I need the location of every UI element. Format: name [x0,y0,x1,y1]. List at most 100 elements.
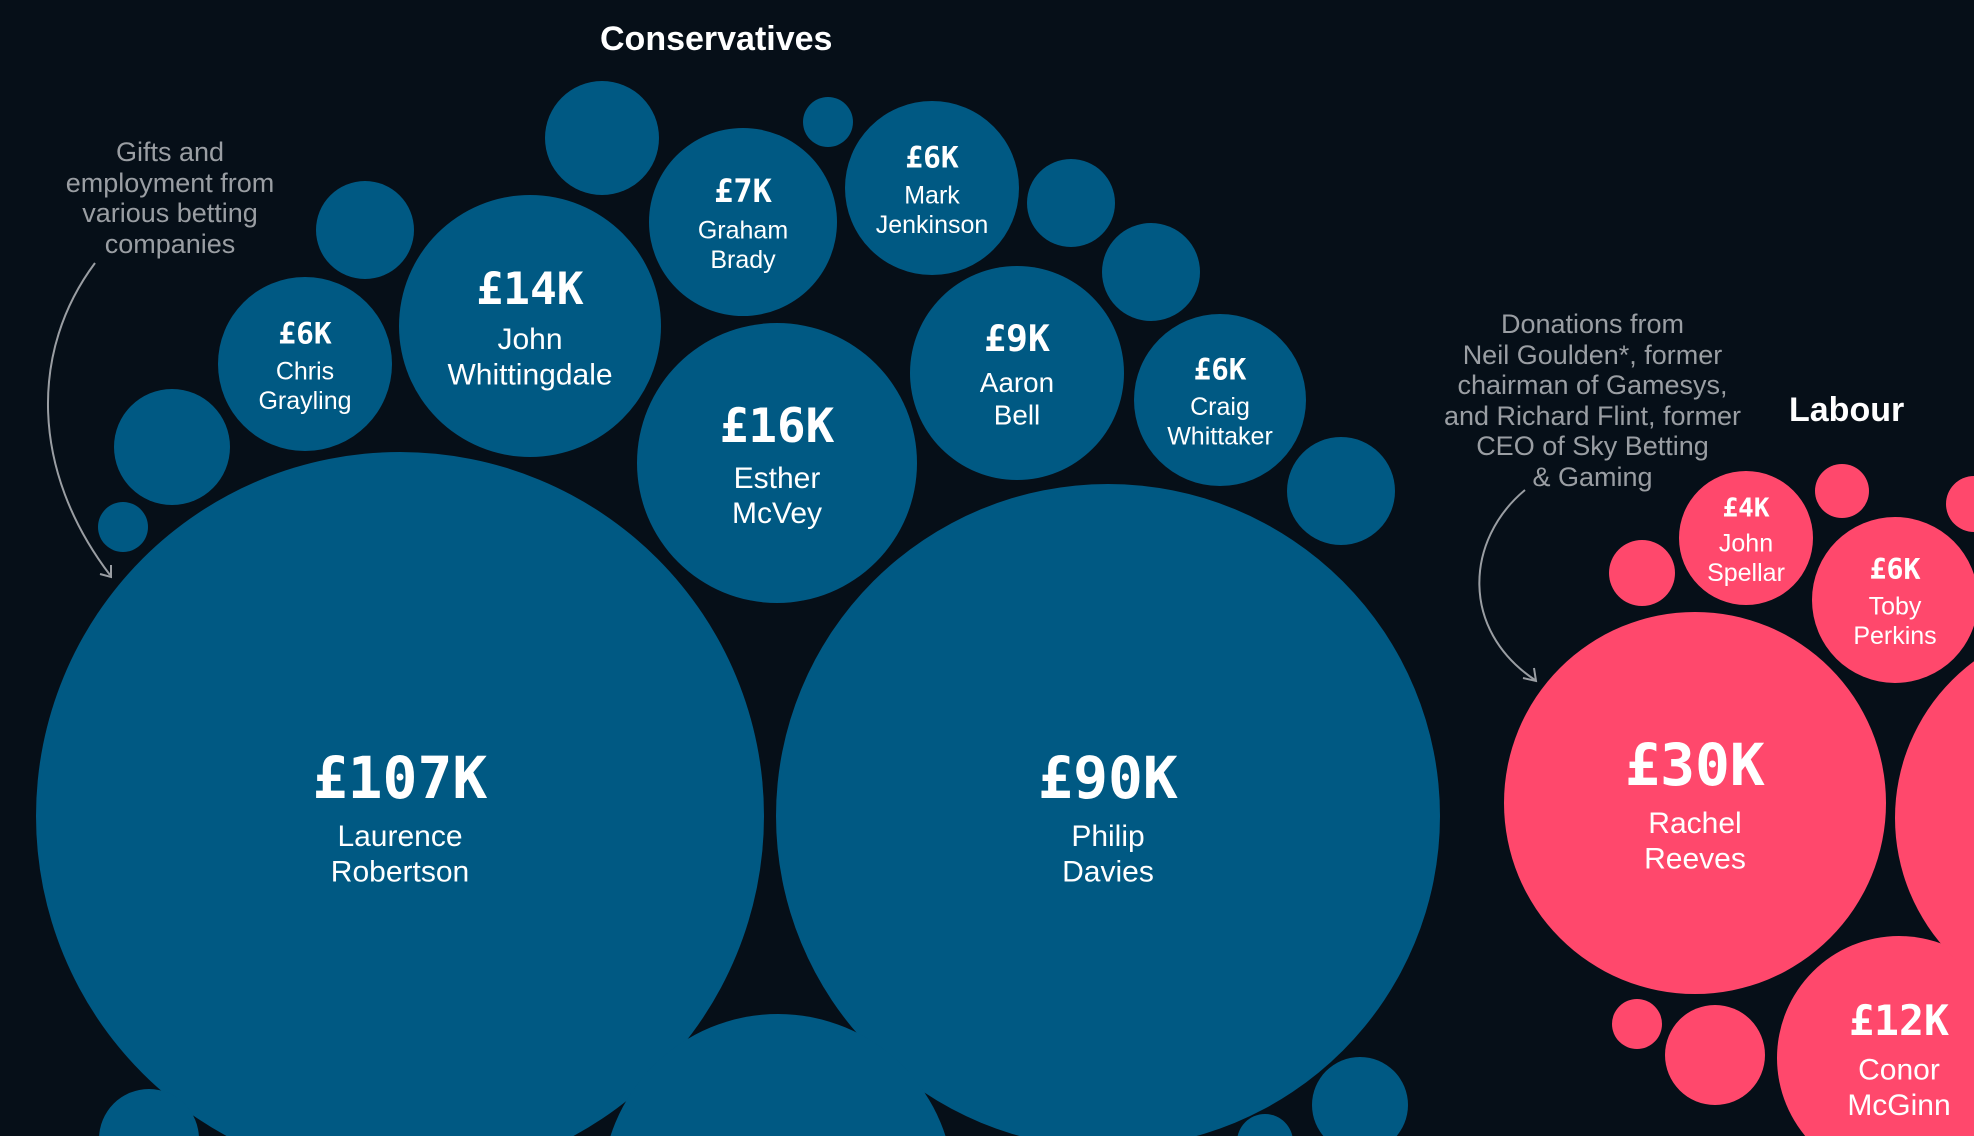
bubble-name-label: John [497,323,562,356]
bubble-circle [98,502,148,552]
conservatives-bubble-unlabeled-12 [114,389,230,505]
bubble-name-label: McGinn [1847,1089,1950,1122]
bubble-circle [218,277,392,451]
bubble-name-label: Mark [904,181,960,209]
bubble-name-label: Whittaker [1167,423,1273,451]
conservatives-group-title: Conservatives [600,20,833,58]
bubble-circle [36,452,764,1136]
bubble-circle [1665,1005,1765,1105]
bubble-circle [545,81,659,195]
bubble-name-label: Robertson [331,856,469,889]
bubble-circle [649,128,837,316]
bubble-circle [1612,999,1662,1049]
bubble-circle [316,181,414,279]
bubble-circle [1946,476,1974,532]
bubble-circle [910,266,1124,480]
labour-group-title: Labour [1789,391,1905,429]
conservatives-bubble-unlabeled-9 [545,81,659,195]
bubble-value-label: £90K [1038,744,1178,812]
bubble-value-label: £7K [714,172,772,210]
bubble-circle [1679,471,1813,605]
conservatives-bubble-unlabeled-10 [803,97,853,147]
bubble-value-label: £6K [278,316,332,350]
labour-bubble-unlabeled-7 [1815,464,1869,518]
annotation-arrows [46,262,1538,683]
bubble-name-label: John [1719,530,1773,558]
conservatives-bubble-unlabeled-17 [1312,1057,1408,1136]
bubble-name-label: Bell [994,400,1040,431]
bubble-circle [845,101,1019,275]
bubble-value-label: £14K [476,263,583,315]
bubble-name-label: Conor [1858,1054,1940,1087]
labour-arrowhead-icon [1522,667,1538,683]
bubble-name-label: Aaron [980,367,1054,398]
bubble-circle [1237,1114,1293,1136]
conservatives-bubble-unlabeled-20 [1237,1114,1293,1136]
bubble-circle [1815,464,1869,518]
bubble-circle [1812,517,1974,683]
conservatives-bubble-unlabeled-15 [1102,223,1200,321]
bubble-circle [1895,661,1974,975]
labour-bubble-unlabeled-6 [1609,540,1675,606]
conservatives-annotation-arrow [46,262,111,576]
conservatives-arrowhead-icon [99,565,112,579]
bubble-name-label: Grayling [258,387,351,415]
bubble-name-label: Rachel [1648,807,1741,840]
conservatives-bubble-unlabeled-16 [1287,437,1395,545]
bubble-value-label: £6K [1194,352,1247,386]
bubble-value-label: £30K [1625,731,1765,799]
conservatives-bubble-unlabeled-13 [98,502,148,552]
bubble-name-label: Philip [1071,820,1144,853]
bubble-name-label: Brady [710,246,776,274]
labour-bubble-unlabeled-9 [1612,999,1662,1049]
bubble-circle [99,1089,199,1136]
conservatives-bubble-unlabeled-11 [316,181,414,279]
labour-bubble-unlabeled-4 [1895,661,1974,975]
bubble-value-label: £12K [1849,996,1949,1045]
bubble-circle [1312,1057,1408,1136]
conservatives-bubble-unlabeled-18 [610,1014,946,1136]
bubble-value-label: £9K [984,317,1050,360]
bubble-name-label: Craig [1190,393,1250,421]
bubble-name-label: Davies [1062,856,1154,889]
conservatives-bubble-unlabeled-14 [1027,159,1115,247]
bubble-circle [399,195,661,457]
conservatives-bubble-unlabeled-19 [99,1089,199,1136]
labour-bubble-unlabeled-8 [1946,476,1974,532]
bubble-circle [1287,437,1395,545]
bubble-name-label: Whittingdale [447,359,612,392]
labour-annotation: Donations from Neil Goulden*, former cha… [1443,309,1742,492]
bubble-name-label: Jenkinson [876,211,989,239]
bubble-name-label: Toby [1869,593,1922,621]
bubble-name-label: Chris [276,357,334,385]
bubble-value-label: £107K [313,744,488,812]
bubble-circle [610,1014,946,1136]
bubble-circle [803,97,853,147]
bubble-value-label: £4K [1723,493,1770,523]
bubble-circle [114,389,230,505]
bubble-name-label: Graham [698,217,788,245]
bubble-circle [1777,936,1974,1136]
bubble-name-label: Perkins [1853,622,1936,650]
bubble-circle [1134,314,1306,486]
bubble-name-label: Laurence [337,820,462,853]
bubble-circle [1504,612,1886,994]
bubble-name-label: McVey [732,497,822,530]
bubble-value-label: £16K [720,399,835,454]
bubble-value-label: £6K [1870,553,1921,586]
bubble-circle [1609,540,1675,606]
bubble-value-label: £6K [905,140,959,174]
labour-annotation-arrow [1478,489,1536,681]
conservatives-annotation: Gifts and employment from various bettin… [65,137,275,259]
